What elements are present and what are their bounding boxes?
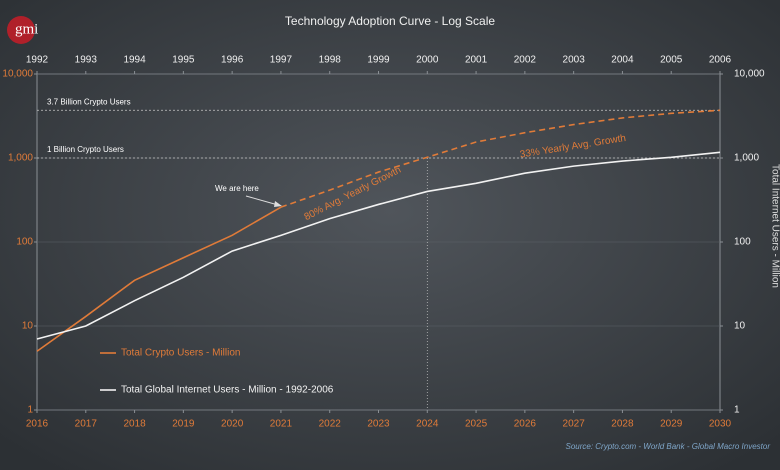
x-tick-label: 2030 (709, 419, 732, 430)
reference-label: 3.7 Billion Crypto Users (47, 97, 131, 106)
chart-title: Technology Adoption Curve - Log Scale (285, 14, 495, 28)
y2-tick-label: 1 (734, 405, 740, 416)
logo-circle (7, 16, 35, 44)
x2-tick-label: 2004 (611, 55, 634, 66)
y-tick-label: 100 (16, 237, 33, 248)
y2-tick-label: 10 (734, 321, 746, 332)
x2-tick-label: 1996 (221, 55, 244, 66)
x2-tick-label: 1999 (367, 55, 390, 66)
annotation: We are here (215, 184, 259, 193)
annotation-arrow (245, 195, 279, 206)
x-tick-label: 2024 (416, 419, 439, 430)
annotation-arrowhead (274, 201, 282, 207)
logo: gmi (15, 21, 38, 37)
x-tick-label: 2018 (123, 419, 146, 430)
x2-tick-label: 2001 (465, 55, 488, 66)
x-tick-label: 2025 (465, 419, 488, 430)
x-tick-label: 2020 (221, 419, 244, 430)
legend-label: Total Global Internet Users - Million - … (121, 385, 334, 396)
x2-tick-label: 2000 (416, 55, 439, 66)
y-tick-label: 1,000 (8, 153, 33, 164)
x2-tick-label: 1995 (172, 55, 195, 66)
y-tick-label: 10 (22, 321, 34, 332)
x2-tick-label: 2002 (514, 55, 537, 66)
x-tick-label: 2023 (367, 419, 390, 430)
y-tick-label: 1 (27, 405, 33, 416)
x2-tick-label: 1998 (319, 55, 342, 66)
x-tick-label: 2019 (172, 419, 195, 430)
x-tick-label: 2016 (26, 419, 49, 430)
series-line (36, 151, 721, 340)
y2-tick-label: 100 (734, 237, 751, 248)
x2-tick-label: 2005 (660, 55, 683, 66)
x2-tick-label: 2003 (563, 55, 586, 66)
series-line (280, 109, 721, 208)
y2-axis-label: Total Internet Users - Million (769, 164, 780, 288)
x-tick-label: 2028 (611, 419, 634, 430)
source: Source: Crypto.com - World Bank - Global… (565, 442, 770, 451)
legend-label: Total Crypto Users - Million (121, 348, 240, 359)
series-line (36, 206, 282, 352)
x-tick-label: 2027 (563, 419, 586, 430)
y-tick-label: 10,000 (2, 69, 33, 80)
x-tick-label: 2017 (75, 419, 98, 430)
x2-tick-label: 1993 (75, 55, 98, 66)
x-tick-label: 2022 (319, 419, 342, 430)
x2-tick-label: 1994 (123, 55, 146, 66)
x2-tick-label: 1997 (270, 55, 293, 66)
x2-tick-label: 2006 (709, 55, 732, 66)
x-tick-label: 2026 (514, 419, 537, 430)
reference-label: 1 Billion Crypto Users (47, 145, 124, 154)
x2-tick-label: 1992 (26, 55, 49, 66)
x-tick-label: 2029 (660, 419, 683, 430)
y2-tick-label: 10,000 (734, 69, 765, 80)
x-tick-label: 2021 (270, 419, 293, 430)
y2-tick-label: 1,000 (734, 153, 759, 164)
